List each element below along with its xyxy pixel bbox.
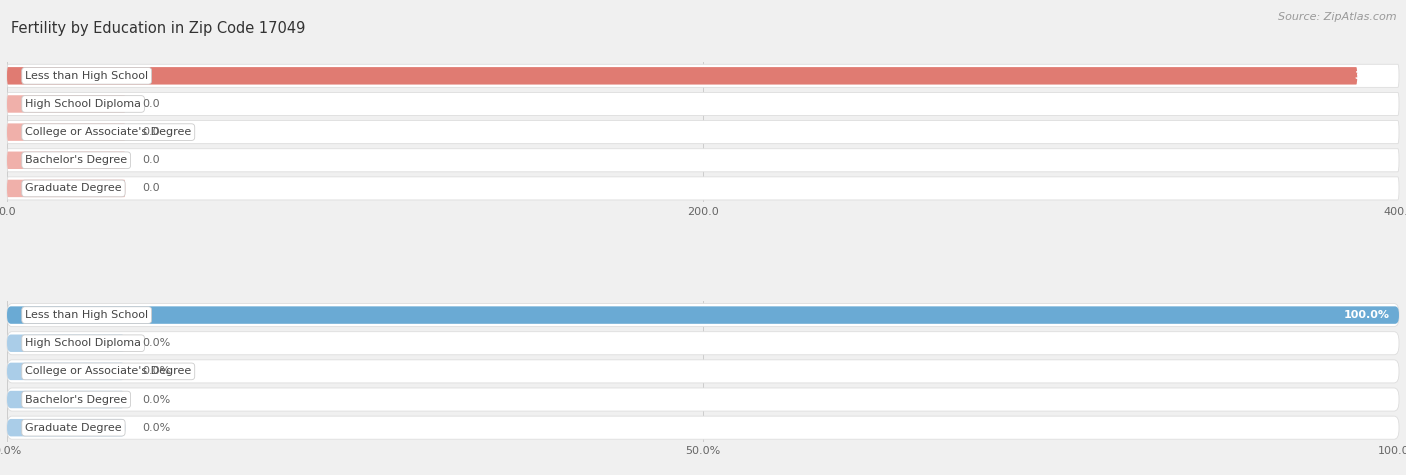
Text: Fertility by Education in Zip Code 17049: Fertility by Education in Zip Code 17049 [11,21,305,37]
FancyBboxPatch shape [7,334,125,352]
Text: 0.0: 0.0 [142,183,160,193]
FancyBboxPatch shape [7,177,1399,200]
FancyBboxPatch shape [7,304,1399,327]
Text: High School Diploma: High School Diploma [25,338,141,348]
FancyBboxPatch shape [7,416,1399,439]
Text: 100.0%: 100.0% [1343,310,1389,320]
FancyBboxPatch shape [7,121,1399,143]
Text: 0.0%: 0.0% [142,423,170,433]
FancyBboxPatch shape [7,64,1399,87]
Text: 0.0: 0.0 [142,127,160,137]
Text: Source: ZipAtlas.com: Source: ZipAtlas.com [1278,12,1396,22]
Text: High School Diploma: High School Diploma [25,99,141,109]
Text: Bachelor's Degree: Bachelor's Degree [25,155,128,165]
Text: Bachelor's Degree: Bachelor's Degree [25,395,128,405]
Text: Graduate Degree: Graduate Degree [25,183,122,193]
FancyBboxPatch shape [7,180,125,197]
Text: Less than High School: Less than High School [25,71,148,81]
FancyBboxPatch shape [7,362,125,380]
FancyBboxPatch shape [7,306,1399,324]
FancyBboxPatch shape [7,149,1399,172]
Text: College or Associate's Degree: College or Associate's Degree [25,127,191,137]
Text: 0.0%: 0.0% [142,338,170,348]
Text: Graduate Degree: Graduate Degree [25,423,122,433]
FancyBboxPatch shape [7,124,125,141]
FancyBboxPatch shape [7,95,125,113]
Text: 388.0: 388.0 [1354,71,1389,81]
Text: Less than High School: Less than High School [25,310,148,320]
FancyBboxPatch shape [7,93,1399,115]
FancyBboxPatch shape [7,419,125,437]
Text: 0.0: 0.0 [142,99,160,109]
FancyBboxPatch shape [7,391,125,408]
FancyBboxPatch shape [7,360,1399,383]
FancyBboxPatch shape [7,152,125,169]
FancyBboxPatch shape [7,332,1399,355]
Text: College or Associate's Degree: College or Associate's Degree [25,366,191,376]
Text: 0.0%: 0.0% [142,395,170,405]
FancyBboxPatch shape [7,388,1399,411]
Text: 0.0: 0.0 [142,155,160,165]
Text: 0.0%: 0.0% [142,366,170,376]
FancyBboxPatch shape [7,67,1357,85]
